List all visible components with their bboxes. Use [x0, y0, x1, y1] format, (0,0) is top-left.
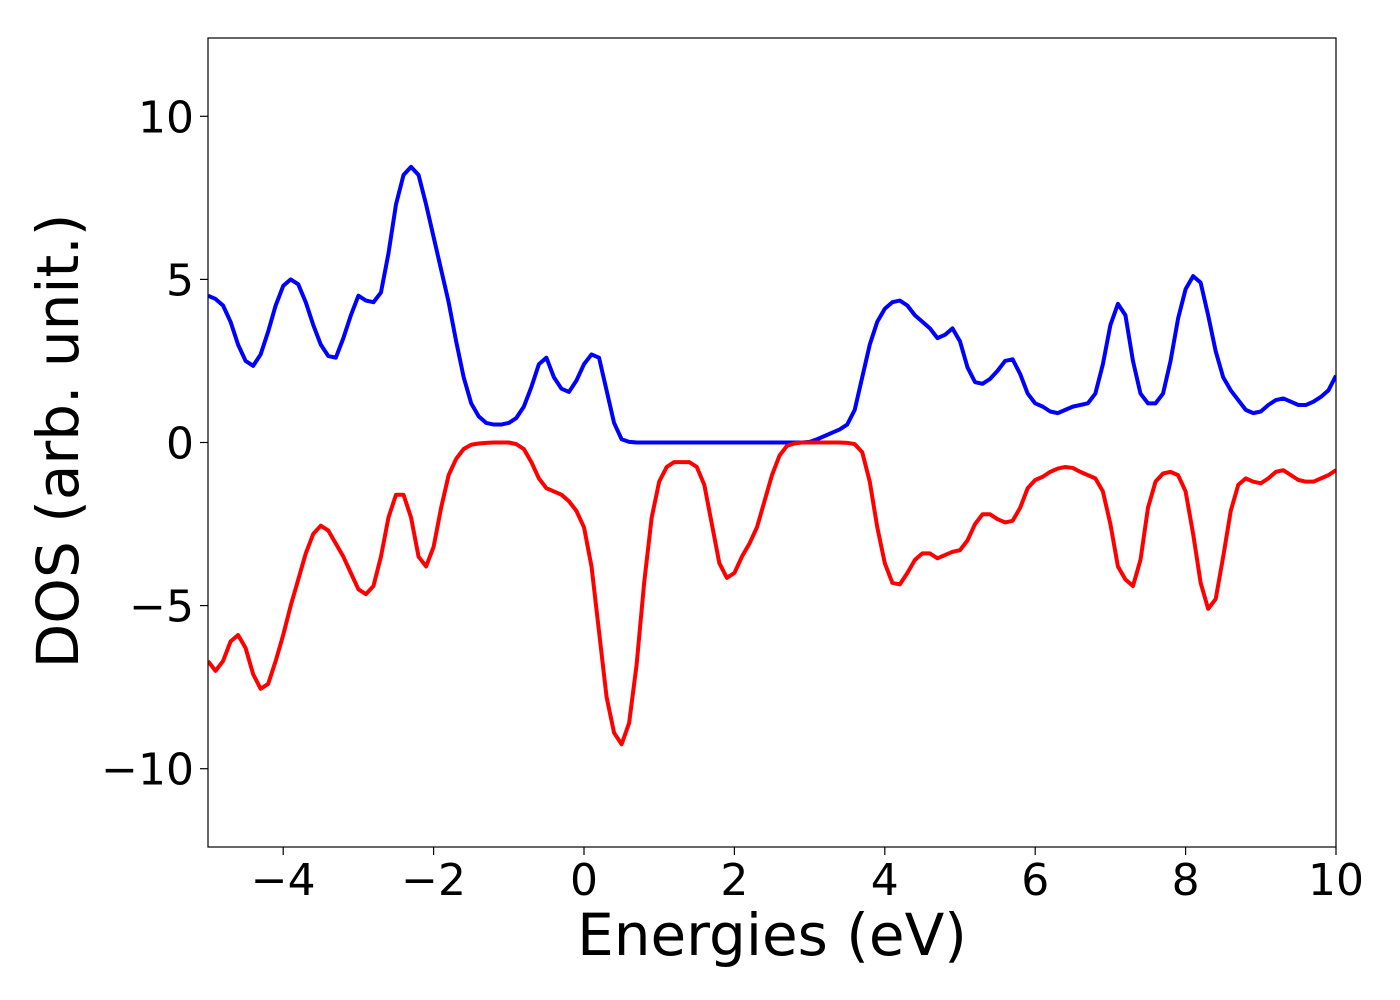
- y-tick-label: 5: [166, 255, 194, 306]
- x-tick-label: 2: [720, 855, 748, 906]
- y-tick-label: −10: [101, 745, 194, 796]
- x-tick-label: 8: [1172, 855, 1200, 906]
- x-tick-label: 0: [570, 855, 598, 906]
- x-tick-label: 10: [1308, 855, 1364, 906]
- x-tick-label: −2: [401, 855, 466, 906]
- dos-line: [208, 440, 1336, 747]
- x-axis-label: Energies (eV): [577, 901, 967, 969]
- dos-line: [208, 164, 1336, 445]
- y-tick-label: 0: [166, 419, 194, 470]
- y-tick-label: 10: [138, 92, 194, 143]
- y-tick-label: −5: [129, 582, 194, 633]
- x-tick-label: −4: [251, 855, 316, 906]
- y-axis-label: DOS (arb. unit.): [24, 214, 92, 669]
- x-tick-label: 6: [1021, 855, 1049, 906]
- x-tick-label: 4: [871, 855, 899, 906]
